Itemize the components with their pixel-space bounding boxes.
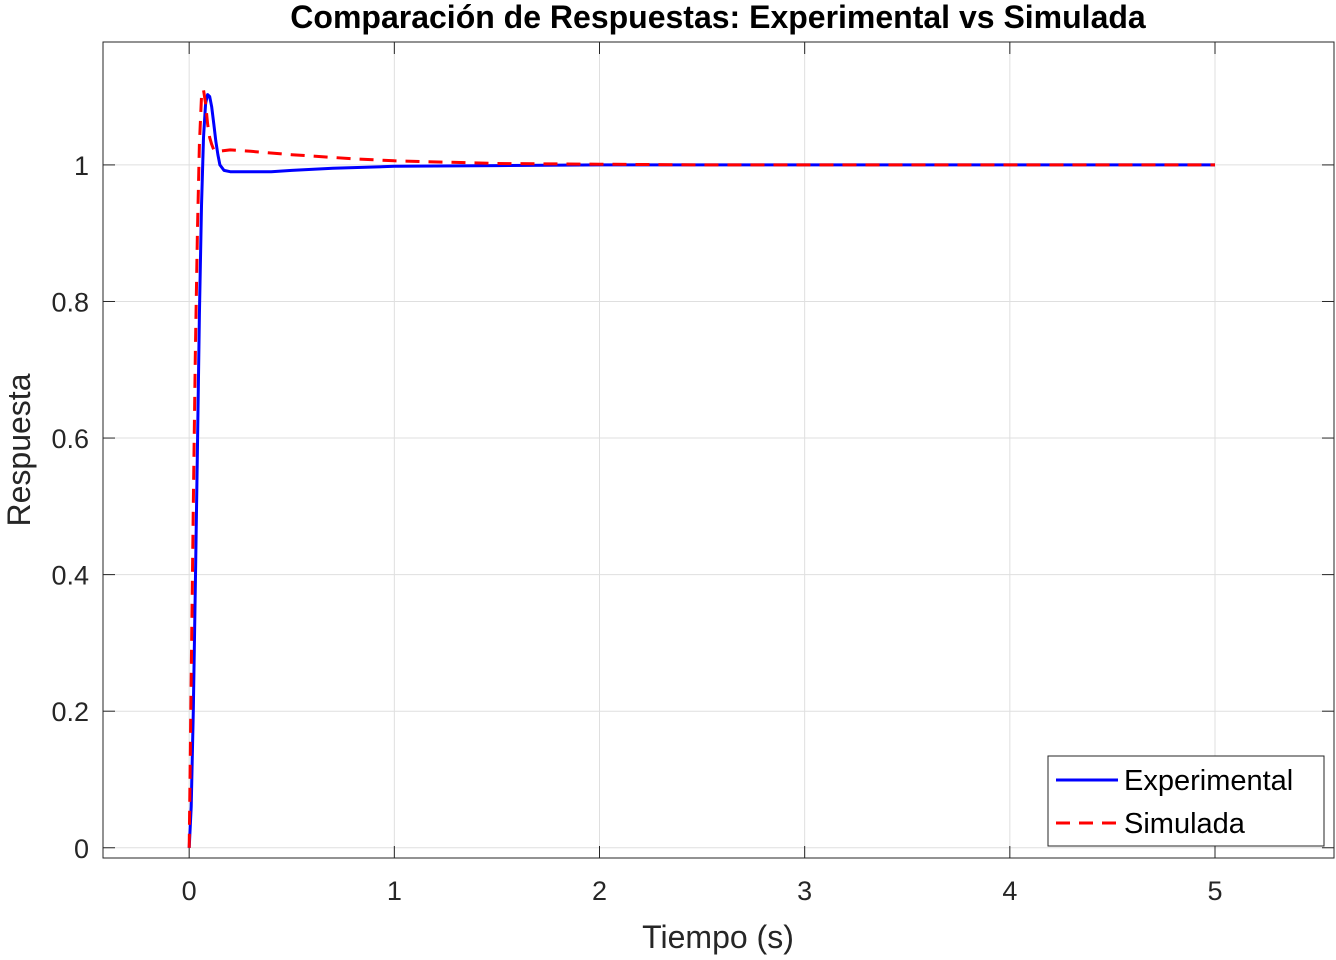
y-axis-label: Respuesta [1, 373, 37, 526]
x-tick-label: 1 [387, 876, 402, 906]
plot-area [102, 41, 1335, 859]
y-tick-label: 0.4 [51, 561, 89, 591]
x-tick-label: 2 [592, 876, 607, 906]
y-tick-label: 0.2 [51, 697, 89, 727]
series-group [187, 88, 1215, 848]
y-tick-label: 0.6 [51, 424, 89, 454]
legend-label-simulada: Simulada [1124, 808, 1246, 840]
series-line-experimental [187, 93, 1215, 848]
y-tick-label: 0.8 [51, 287, 89, 317]
x-tick-label: 0 [182, 876, 197, 906]
x-axis-label: Tiempo (s) [642, 919, 794, 955]
series-line-simulada [187, 88, 1215, 848]
chart-title: Comparación de Respuestas: Experimental … [290, 0, 1146, 35]
legend-label-experimental: Experimental [1124, 765, 1293, 797]
legend: Experimental Simulada [1047, 755, 1325, 847]
y-tick-label: 1 [74, 151, 89, 181]
grid [103, 42, 1334, 858]
y-tick-label: 0 [74, 834, 89, 864]
x-tick-label: 4 [1002, 876, 1017, 906]
axis-ticks: 0 1 2 3 4 5 0 0.2 0.4 0.6 0.8 1 [51, 42, 1334, 906]
x-tick-label: 3 [797, 876, 812, 906]
x-tick-label: 5 [1207, 876, 1222, 906]
legend-box [1047, 755, 1325, 847]
